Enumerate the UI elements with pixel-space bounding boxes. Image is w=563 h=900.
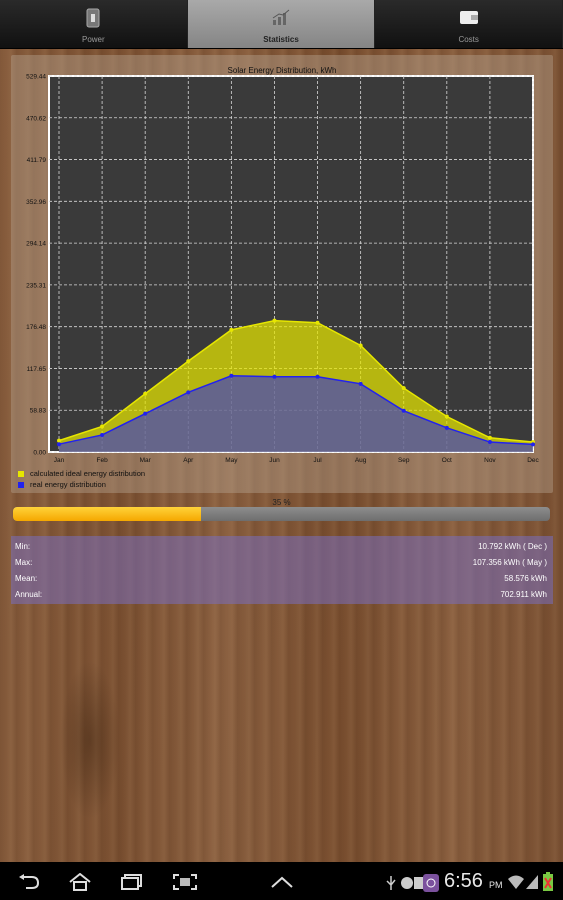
data-point <box>100 432 105 437</box>
stat-label: Mean: <box>15 573 38 583</box>
tab-power[interactable]: Power <box>0 0 188 48</box>
stat-label: Min: <box>15 541 31 551</box>
x-tick-label: Jun <box>269 457 280 464</box>
legend-swatch-ideal <box>18 470 24 477</box>
x-tick-label: Jan <box>54 457 65 464</box>
data-point <box>143 391 148 396</box>
tab-statistics-label: Statistics <box>263 35 299 44</box>
data-point <box>57 438 61 443</box>
stats-panel: Min: 10.792 kWh ( Dec ) Max: 107.356 kWh… <box>11 536 553 604</box>
bar-chart-icon <box>272 9 290 25</box>
data-point <box>487 435 492 440</box>
clock-time: 6:56 <box>444 870 483 892</box>
progress-label: 35 % <box>272 498 291 507</box>
chart-panel: Solar Energy Distribution, kWh 0.00 58.83… <box>11 55 553 493</box>
stat-value: 58.576 kWh <box>504 573 547 583</box>
y-tick-label: 411.79 <box>27 157 47 164</box>
x-tick-label: Nov <box>484 457 496 464</box>
usb-icon <box>386 876 396 890</box>
data-point <box>272 374 277 379</box>
phone-battery-icon <box>86 8 100 28</box>
y-tick-label: 58.83 <box>30 408 47 415</box>
stat-row-mean: Mean: 58.576 kWh <box>15 571 547 585</box>
x-tick-label: Feb <box>96 457 108 464</box>
tab-bar: Power Statistics Costs <box>0 0 563 49</box>
viber-icon <box>423 874 439 892</box>
y-tick-label: 470.62 <box>26 115 46 122</box>
legend-swatch-real <box>18 481 24 488</box>
data-point <box>358 381 363 386</box>
chevron-up-icon[interactable] <box>270 876 294 888</box>
data-point <box>57 442 61 447</box>
screenshot-icon[interactable] <box>173 874 197 890</box>
tab-costs-label: Costs <box>458 35 479 44</box>
stat-row-annual: Annual: 702.911 kWh <box>15 587 547 601</box>
battery-icon <box>543 872 553 891</box>
chart-title: Solar Energy Distribution, kWh <box>227 66 337 75</box>
energy-chart: 0.00 58.83 117.65 176.48 235.31 294.14 352.96 4… <box>26 74 539 465</box>
series-line-1 <box>58 375 534 446</box>
recent-apps-icon[interactable] <box>120 874 144 890</box>
legend-label-real: real energy distribution <box>30 480 106 489</box>
data-point <box>531 442 535 447</box>
notification-icon <box>414 877 424 889</box>
y-tick-label: 352.96 <box>26 199 46 206</box>
stat-row-min: Min: 10.792 kWh ( Dec ) <box>15 539 547 553</box>
wallet-icon <box>459 11 478 24</box>
x-tick-label: Dec <box>527 457 539 464</box>
x-tick-label: Mar <box>140 457 152 464</box>
data-point <box>401 386 406 391</box>
data-point <box>143 411 148 416</box>
stat-value: 702.911 kWh <box>500 589 547 599</box>
data-point <box>272 318 277 323</box>
stat-label: Max: <box>15 557 33 567</box>
data-point <box>100 424 105 429</box>
y-tick-label: 294.14 <box>26 241 46 248</box>
legend-item-ideal: calculated ideal energy distribution <box>18 469 145 478</box>
data-point <box>229 327 234 332</box>
data-point <box>444 425 449 430</box>
x-tick-label: Oct <box>442 457 452 464</box>
system-navigation-bar <box>0 862 563 900</box>
data-point <box>186 359 191 364</box>
wifi-icon <box>508 875 524 889</box>
tab-costs[interactable]: Costs <box>375 0 563 48</box>
signal-icon <box>526 875 538 889</box>
chat-bubble-icon <box>401 877 413 889</box>
progress-bar <box>13 507 550 521</box>
data-point <box>315 320 320 325</box>
y-tick-label: 117.65 <box>27 366 47 373</box>
y-tick-label: 176.48 <box>26 324 46 331</box>
y-tick-label: 235.31 <box>26 282 46 289</box>
x-tick-label: Sep <box>398 457 410 464</box>
y-tick-label: 529.44 <box>26 74 46 81</box>
x-tick-label: Aug <box>355 457 367 464</box>
home-icon[interactable] <box>68 873 92 891</box>
progress-fill <box>13 507 201 521</box>
x-tick-label: Jul <box>313 457 322 464</box>
legend-label-ideal: calculated ideal energy distribution <box>30 469 146 478</box>
data-point <box>444 414 449 419</box>
y-tick-label: 0.00 <box>33 450 46 457</box>
legend-item-real: real energy distribution <box>18 480 106 489</box>
back-icon[interactable] <box>18 874 40 890</box>
data-point <box>358 343 363 348</box>
data-point <box>186 390 191 395</box>
stat-row-max: Max: 107.356 kWh ( May ) <box>15 555 547 569</box>
data-point <box>487 440 492 445</box>
series-area-1 <box>59 375 533 452</box>
series-line-0 <box>58 319 534 443</box>
stat-value: 107.356 kWh ( May ) <box>472 557 547 567</box>
data-point <box>315 374 320 379</box>
wood-knot <box>60 660 120 820</box>
data-point <box>401 408 406 413</box>
stat-label: Annual: <box>15 589 43 599</box>
tab-power-label: Power <box>81 35 105 44</box>
data-point <box>229 373 234 378</box>
x-tick-label: May <box>225 457 238 464</box>
stat-value: 10.792 kWh ( Dec ) <box>478 541 547 551</box>
clock-ampm: PM <box>489 880 503 890</box>
x-tick-label: Apr <box>183 457 194 464</box>
tab-statistics[interactable]: Statistics <box>187 0 376 48</box>
